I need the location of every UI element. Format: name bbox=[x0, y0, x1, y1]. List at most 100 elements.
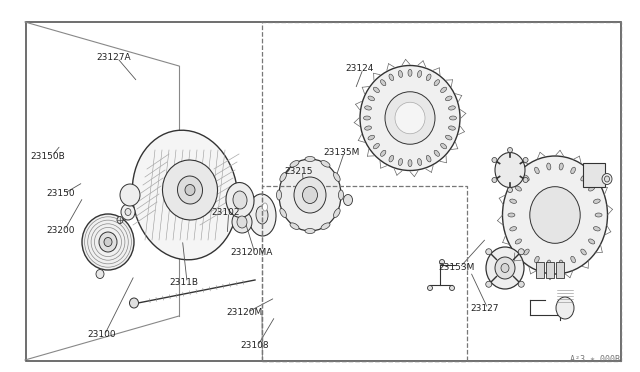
Text: A²3 ∗ 000B: A²3 ∗ 000B bbox=[570, 355, 620, 364]
Ellipse shape bbox=[381, 80, 386, 86]
Ellipse shape bbox=[373, 87, 380, 93]
Ellipse shape bbox=[534, 256, 540, 263]
Ellipse shape bbox=[333, 173, 340, 182]
Ellipse shape bbox=[440, 260, 445, 264]
Ellipse shape bbox=[373, 144, 380, 149]
Text: 23215: 23215 bbox=[285, 167, 314, 176]
Bar bbox=[546, 262, 554, 278]
Ellipse shape bbox=[417, 158, 422, 166]
Ellipse shape bbox=[177, 176, 202, 204]
Ellipse shape bbox=[280, 173, 287, 182]
Ellipse shape bbox=[449, 106, 456, 110]
Ellipse shape bbox=[233, 191, 247, 209]
Ellipse shape bbox=[276, 190, 282, 200]
Ellipse shape bbox=[440, 144, 447, 149]
Ellipse shape bbox=[426, 155, 431, 162]
Ellipse shape bbox=[117, 217, 123, 224]
Ellipse shape bbox=[398, 71, 403, 77]
Text: 23135M: 23135M bbox=[323, 148, 360, 157]
Ellipse shape bbox=[365, 126, 371, 130]
Ellipse shape bbox=[294, 177, 326, 213]
Ellipse shape bbox=[434, 150, 440, 156]
Ellipse shape bbox=[449, 126, 456, 130]
Ellipse shape bbox=[508, 187, 513, 192]
Ellipse shape bbox=[580, 175, 586, 181]
Ellipse shape bbox=[434, 80, 440, 86]
Ellipse shape bbox=[290, 160, 299, 167]
Ellipse shape bbox=[256, 206, 268, 224]
Ellipse shape bbox=[381, 150, 386, 156]
Ellipse shape bbox=[440, 87, 447, 93]
Ellipse shape bbox=[360, 65, 460, 170]
Ellipse shape bbox=[449, 116, 456, 120]
Ellipse shape bbox=[303, 186, 317, 203]
Ellipse shape bbox=[510, 227, 516, 231]
Ellipse shape bbox=[248, 194, 276, 236]
Ellipse shape bbox=[389, 155, 394, 162]
Text: 23150: 23150 bbox=[47, 189, 76, 198]
Ellipse shape bbox=[589, 186, 595, 191]
Ellipse shape bbox=[449, 285, 454, 291]
Ellipse shape bbox=[524, 249, 529, 255]
Bar bbox=[536, 262, 544, 278]
Ellipse shape bbox=[132, 130, 238, 260]
Ellipse shape bbox=[518, 281, 524, 287]
Ellipse shape bbox=[515, 186, 522, 191]
Bar bbox=[583, 163, 605, 187]
Bar bbox=[262, 186, 467, 361]
Ellipse shape bbox=[595, 213, 602, 217]
Ellipse shape bbox=[534, 167, 540, 174]
Ellipse shape bbox=[395, 102, 425, 134]
Ellipse shape bbox=[385, 92, 435, 144]
Bar bbox=[262, 22, 621, 361]
Ellipse shape bbox=[547, 260, 551, 267]
Ellipse shape bbox=[82, 214, 134, 270]
Ellipse shape bbox=[426, 74, 431, 81]
Ellipse shape bbox=[486, 281, 492, 287]
Ellipse shape bbox=[445, 96, 452, 101]
Ellipse shape bbox=[408, 69, 412, 76]
Ellipse shape bbox=[121, 204, 135, 220]
Ellipse shape bbox=[593, 199, 600, 203]
Ellipse shape bbox=[96, 269, 104, 279]
Ellipse shape bbox=[530, 187, 580, 243]
Ellipse shape bbox=[185, 185, 195, 196]
Ellipse shape bbox=[364, 116, 371, 120]
Ellipse shape bbox=[547, 163, 551, 170]
Ellipse shape bbox=[262, 203, 268, 211]
Ellipse shape bbox=[163, 160, 218, 220]
Ellipse shape bbox=[321, 160, 330, 167]
Ellipse shape bbox=[125, 208, 131, 215]
Ellipse shape bbox=[559, 260, 563, 267]
Ellipse shape bbox=[501, 263, 509, 273]
Ellipse shape bbox=[279, 159, 341, 231]
Text: 23124: 23124 bbox=[346, 64, 374, 73]
Text: 23153M: 23153M bbox=[438, 263, 475, 272]
Text: 23120MA: 23120MA bbox=[230, 248, 273, 257]
Ellipse shape bbox=[580, 249, 586, 255]
Text: 23108: 23108 bbox=[240, 341, 269, 350]
Text: 23102: 23102 bbox=[211, 208, 240, 217]
Ellipse shape bbox=[589, 239, 595, 244]
Ellipse shape bbox=[524, 175, 529, 181]
Ellipse shape bbox=[417, 71, 422, 77]
Ellipse shape bbox=[602, 173, 612, 185]
Ellipse shape bbox=[398, 158, 403, 166]
Ellipse shape bbox=[518, 249, 524, 255]
Ellipse shape bbox=[486, 247, 524, 289]
Ellipse shape bbox=[305, 157, 315, 161]
Ellipse shape bbox=[365, 106, 371, 110]
Bar bbox=[556, 262, 564, 278]
Ellipse shape bbox=[408, 160, 412, 167]
Ellipse shape bbox=[237, 216, 247, 228]
Ellipse shape bbox=[486, 249, 492, 255]
Ellipse shape bbox=[232, 211, 252, 233]
Ellipse shape bbox=[99, 232, 117, 252]
Ellipse shape bbox=[344, 195, 353, 205]
Ellipse shape bbox=[523, 177, 528, 183]
Ellipse shape bbox=[389, 74, 394, 81]
Ellipse shape bbox=[495, 153, 525, 187]
Ellipse shape bbox=[571, 256, 575, 263]
Text: 23127: 23127 bbox=[470, 304, 499, 313]
Text: 23150B: 23150B bbox=[31, 152, 65, 161]
